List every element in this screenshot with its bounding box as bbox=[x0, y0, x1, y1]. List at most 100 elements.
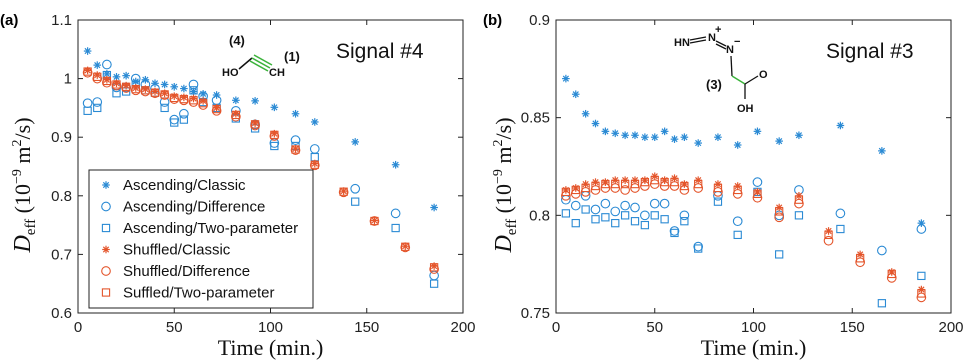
data-point bbox=[679, 185, 690, 195]
data-point bbox=[835, 208, 846, 219]
data-point bbox=[188, 79, 199, 90]
xtick-label: 150 bbox=[354, 319, 379, 336]
legend-marker bbox=[102, 181, 110, 189]
data-point bbox=[93, 72, 102, 81]
chem-a-bond-1 bbox=[238, 57, 253, 70]
data-point bbox=[189, 86, 198, 95]
data-point bbox=[160, 103, 169, 113]
series-0-3 bbox=[83, 66, 438, 270]
chem-b-label-3: (3) bbox=[706, 77, 722, 92]
chem-b-bond-4 bbox=[715, 43, 727, 50]
chem-structure-b: HN N + N − (3) O OH bbox=[674, 24, 768, 115]
data-point bbox=[693, 241, 704, 252]
data-point bbox=[211, 105, 222, 116]
data-point bbox=[391, 223, 400, 233]
legend-marker bbox=[102, 245, 110, 254]
data-point bbox=[430, 203, 438, 212]
series-0-5 bbox=[83, 67, 439, 272]
data-point bbox=[732, 216, 743, 227]
data-point bbox=[198, 99, 208, 108]
data-point bbox=[309, 144, 320, 154]
panel-a-label: (a) bbox=[0, 12, 18, 29]
data-point bbox=[669, 226, 680, 236]
data-point bbox=[669, 181, 680, 191]
data-point bbox=[659, 198, 670, 209]
data-point bbox=[179, 115, 189, 124]
data-point bbox=[198, 100, 208, 110]
data-point bbox=[670, 228, 679, 238]
chem-b-bond-6 bbox=[731, 75, 746, 85]
data-point bbox=[733, 141, 742, 149]
data-point bbox=[775, 137, 783, 145]
xtick-label: 100 bbox=[258, 319, 283, 336]
data-point bbox=[649, 198, 660, 209]
data-point bbox=[836, 224, 845, 234]
data-point bbox=[369, 216, 380, 226]
data-point bbox=[429, 279, 439, 288]
data-point bbox=[581, 109, 590, 118]
data-point bbox=[680, 217, 689, 226]
data-point bbox=[620, 200, 630, 211]
data-point bbox=[571, 90, 580, 99]
data-point bbox=[620, 179, 630, 189]
panel-a: 0.6 0.7 0.8 0.9 1 1.1 0 50 100 150 200 Time (min.) D… bbox=[10, 12, 476, 360]
data-point bbox=[600, 183, 611, 193]
series-1-4 bbox=[561, 179, 927, 303]
data-point bbox=[660, 177, 669, 187]
data-point bbox=[753, 127, 762, 136]
legend-marker bbox=[101, 266, 111, 276]
data-point bbox=[189, 96, 198, 105]
data-point bbox=[270, 141, 279, 151]
data-point bbox=[794, 198, 804, 209]
data-point bbox=[131, 84, 140, 94]
data-point bbox=[150, 88, 160, 97]
series-0-0 bbox=[83, 47, 438, 212]
ytick-label: 0.85 bbox=[521, 110, 550, 127]
chem-a-bond-3 bbox=[253, 54, 273, 66]
data-point bbox=[92, 97, 103, 107]
xtick-label: 200 bbox=[450, 319, 475, 336]
data-point bbox=[590, 185, 601, 195]
data-point bbox=[102, 76, 112, 86]
chem-b-o: O bbox=[759, 69, 768, 81]
legend-entry: Suffled/Two-parameter bbox=[123, 285, 274, 302]
data-point bbox=[170, 118, 179, 127]
data-point bbox=[83, 106, 92, 115]
legend-entry: Shuffled/Difference bbox=[123, 263, 250, 280]
data-point bbox=[611, 218, 620, 228]
chem-a-bond-2 bbox=[251, 57, 271, 69]
data-point bbox=[694, 244, 703, 253]
data-point bbox=[270, 103, 279, 112]
xtick-label: 0 bbox=[552, 319, 560, 336]
data-point bbox=[231, 111, 241, 122]
data-point bbox=[212, 104, 221, 114]
chem-b-bond-5 bbox=[730, 55, 733, 77]
data-point bbox=[713, 197, 723, 206]
data-point bbox=[650, 211, 659, 220]
data-point bbox=[631, 131, 639, 140]
xtick-label: 100 bbox=[741, 319, 766, 336]
data-point bbox=[630, 183, 640, 193]
data-point bbox=[630, 179, 640, 189]
data-point bbox=[824, 230, 833, 240]
chem-b-bond-3 bbox=[715, 40, 727, 47]
ytick-label: 0.9 bbox=[51, 129, 72, 146]
data-point bbox=[231, 110, 240, 120]
ytick-label: 0.7 bbox=[51, 246, 72, 263]
xtick-label: 200 bbox=[938, 319, 963, 336]
data-point bbox=[640, 220, 650, 230]
data-point bbox=[620, 185, 630, 195]
data-point bbox=[775, 207, 784, 216]
data-point bbox=[179, 108, 189, 119]
ytick-label: 1 bbox=[64, 71, 72, 88]
data-point bbox=[561, 190, 571, 201]
data-point bbox=[794, 211, 804, 220]
y-axis-label: Deff (10−9 m2/s) bbox=[491, 117, 520, 253]
data-point bbox=[169, 114, 180, 125]
data-point bbox=[290, 135, 301, 145]
x-axis-label: Time (min.) bbox=[218, 335, 324, 360]
data-point bbox=[916, 292, 927, 303]
data-point bbox=[713, 187, 723, 197]
data-point bbox=[83, 47, 92, 55]
data-point bbox=[571, 218, 580, 228]
